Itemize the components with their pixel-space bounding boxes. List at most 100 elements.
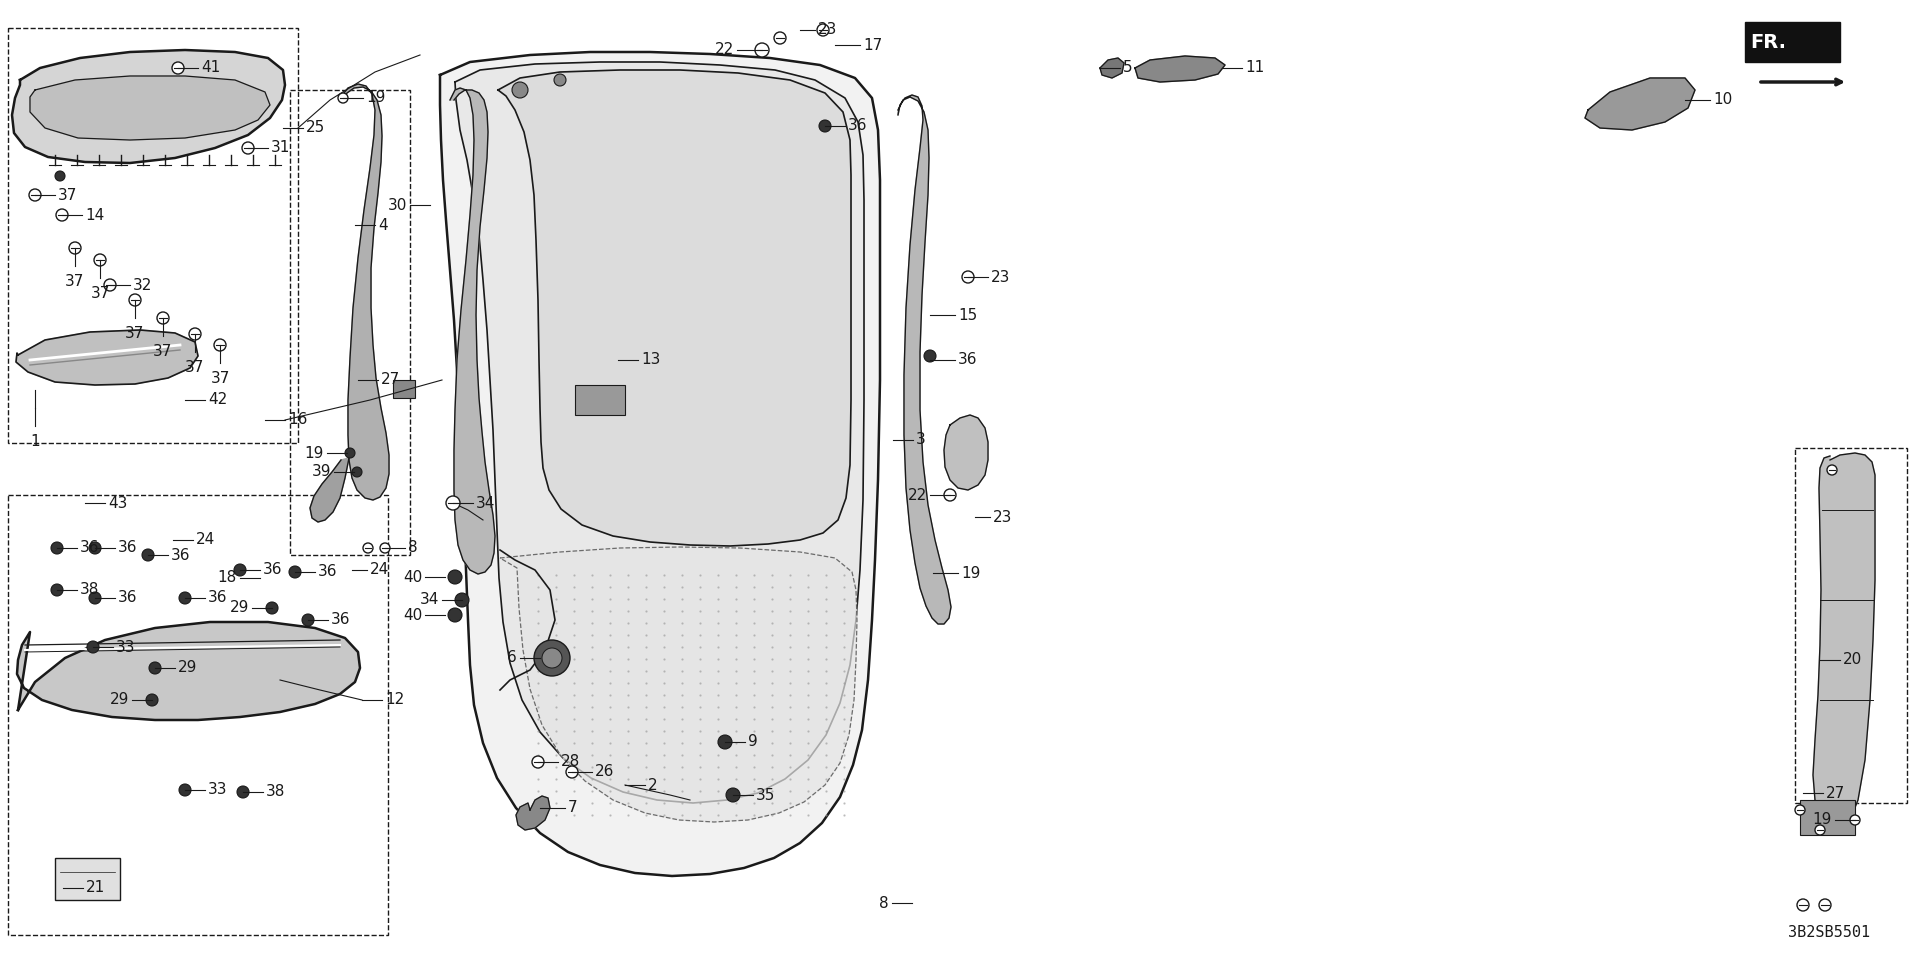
Text: 37: 37 <box>65 274 84 289</box>
Bar <box>1801 800 1855 835</box>
Text: 43: 43 <box>108 495 127 511</box>
Circle shape <box>924 350 937 362</box>
Polygon shape <box>17 622 361 720</box>
Bar <box>394 380 415 398</box>
Text: 23: 23 <box>993 510 1012 524</box>
Circle shape <box>1797 899 1809 911</box>
Circle shape <box>69 242 81 254</box>
Circle shape <box>213 339 227 351</box>
Circle shape <box>455 593 468 607</box>
Polygon shape <box>12 50 284 163</box>
Circle shape <box>447 608 463 622</box>
Bar <box>1795 448 1907 803</box>
Circle shape <box>445 496 461 510</box>
Circle shape <box>1828 465 1837 475</box>
Text: 12: 12 <box>386 692 405 708</box>
Text: 39: 39 <box>311 465 330 479</box>
Circle shape <box>818 24 829 36</box>
Text: 26: 26 <box>595 764 614 780</box>
Circle shape <box>56 209 67 221</box>
Polygon shape <box>15 330 198 385</box>
Circle shape <box>513 82 528 98</box>
Circle shape <box>447 570 463 584</box>
Text: 41: 41 <box>202 60 221 76</box>
Text: 13: 13 <box>641 352 660 368</box>
Circle shape <box>555 74 566 86</box>
Text: 1: 1 <box>31 434 40 449</box>
Text: 22: 22 <box>714 42 733 58</box>
Circle shape <box>88 542 102 554</box>
Bar <box>1745 22 1839 62</box>
Circle shape <box>142 549 154 561</box>
Text: 31: 31 <box>271 140 290 156</box>
Circle shape <box>56 171 65 181</box>
Text: 36: 36 <box>319 564 338 580</box>
Circle shape <box>179 592 190 604</box>
Bar <box>8 28 298 443</box>
Circle shape <box>52 584 63 596</box>
Polygon shape <box>945 415 989 490</box>
Circle shape <box>236 786 250 798</box>
Text: 23: 23 <box>818 22 837 37</box>
Text: 36: 36 <box>117 590 138 606</box>
Text: 6: 6 <box>507 651 516 665</box>
Polygon shape <box>1135 56 1225 82</box>
Text: 8: 8 <box>879 896 889 910</box>
Circle shape <box>1795 805 1805 815</box>
Bar <box>574 385 626 415</box>
Text: 29: 29 <box>230 601 250 615</box>
Circle shape <box>380 543 390 553</box>
Text: 16: 16 <box>288 413 307 427</box>
Text: 40: 40 <box>403 569 422 585</box>
Circle shape <box>52 542 63 554</box>
Circle shape <box>363 543 372 553</box>
Polygon shape <box>440 52 879 876</box>
Circle shape <box>188 328 202 340</box>
Text: 19: 19 <box>305 445 324 461</box>
Text: 27: 27 <box>380 372 399 388</box>
Polygon shape <box>1586 78 1695 130</box>
Text: 9: 9 <box>749 734 758 750</box>
Text: 37: 37 <box>125 326 144 341</box>
Circle shape <box>104 279 115 291</box>
Text: 20: 20 <box>1843 653 1862 667</box>
Circle shape <box>1818 899 1832 911</box>
Text: 21: 21 <box>86 880 106 896</box>
Text: 14: 14 <box>84 207 104 223</box>
Text: 7: 7 <box>568 801 578 815</box>
Text: 42: 42 <box>207 393 227 407</box>
Text: 36: 36 <box>81 540 100 556</box>
Circle shape <box>150 662 161 674</box>
Circle shape <box>962 271 973 283</box>
Circle shape <box>755 43 770 57</box>
Text: 3B2SB5501: 3B2SB5501 <box>1788 925 1870 940</box>
Circle shape <box>945 489 956 501</box>
Text: 38: 38 <box>267 784 286 800</box>
Bar <box>56 858 119 900</box>
Text: 34: 34 <box>420 592 440 608</box>
Text: 34: 34 <box>476 495 495 511</box>
Text: 15: 15 <box>958 307 977 323</box>
Polygon shape <box>516 796 549 830</box>
Circle shape <box>566 766 578 778</box>
Circle shape <box>532 756 543 768</box>
Circle shape <box>242 142 253 154</box>
Text: 4: 4 <box>378 218 388 232</box>
Polygon shape <box>497 70 851 546</box>
Text: FR.: FR. <box>1749 34 1786 53</box>
Text: 29: 29 <box>109 692 129 708</box>
Circle shape <box>820 120 831 132</box>
Text: 18: 18 <box>217 570 236 586</box>
Circle shape <box>86 641 100 653</box>
Text: 37: 37 <box>58 187 77 203</box>
Text: 11: 11 <box>1244 60 1263 76</box>
Text: 40: 40 <box>403 608 422 622</box>
Circle shape <box>338 93 348 103</box>
Text: 2: 2 <box>649 778 659 793</box>
Text: 37: 37 <box>90 286 109 301</box>
Text: 19: 19 <box>1812 812 1832 828</box>
Polygon shape <box>1100 58 1123 78</box>
Circle shape <box>1851 815 1860 825</box>
Polygon shape <box>449 88 495 574</box>
Text: 25: 25 <box>305 121 324 135</box>
